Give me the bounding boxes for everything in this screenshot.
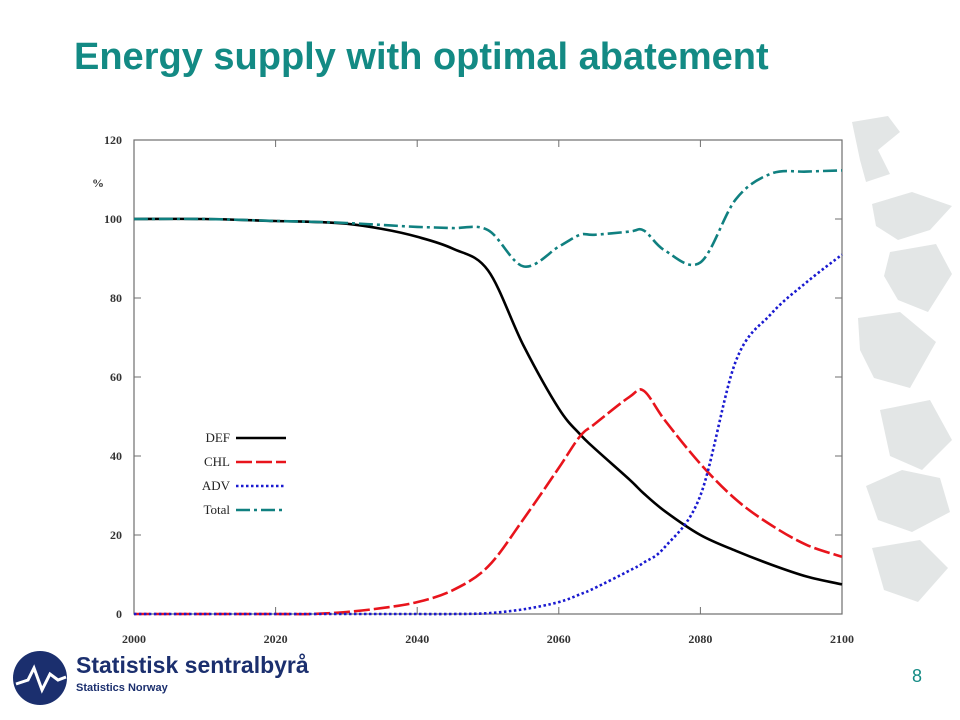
series-line-total <box>133 169 843 268</box>
x-tick-label: 2060 <box>547 632 571 646</box>
x-tick-label: 2100 <box>830 632 854 646</box>
x-tick-label: 2000 <box>122 632 146 646</box>
x-tick-label: 2080 <box>688 632 712 646</box>
ssb-logo: Statistisk sentralbyrå Statistics Norway <box>12 650 312 710</box>
y-tick-label: 20 <box>110 528 122 542</box>
ssb-logo-icon <box>13 651 67 705</box>
legend-label-adv: ADV <box>202 478 231 493</box>
y-tick-label: 40 <box>110 449 122 463</box>
background-decoration <box>852 116 952 602</box>
plot-area <box>133 139 843 615</box>
y-tick-label: 0 <box>116 607 122 621</box>
page-number: 8 <box>912 666 923 686</box>
y-axis-label: % <box>92 176 104 190</box>
y-tick-label: 100 <box>104 212 122 226</box>
series-lines <box>133 169 843 616</box>
series-line-chl <box>133 388 843 616</box>
legend: DEF CHL ADV Total <box>202 430 286 517</box>
legend-label-chl: CHL <box>204 454 230 469</box>
y-tick-label: 60 <box>110 370 122 384</box>
logo-subtitle: Statistics Norway <box>76 682 168 694</box>
x-tick-label: 2020 <box>264 632 288 646</box>
y-tick-label: 120 <box>104 133 122 147</box>
slide-title: Energy supply with optimal abatement <box>74 36 769 78</box>
x-axis: 2000 2020 2040 2060 2080 2100 <box>122 140 854 646</box>
y-axis: 0 20 40 60 80 100 120 <box>104 133 842 621</box>
legend-label-total: Total <box>203 502 230 517</box>
logo-name: Statistisk sentralbyrå <box>76 652 309 678</box>
series-line-adv <box>133 253 843 616</box>
legend-label-def: DEF <box>205 430 230 445</box>
y-tick-label: 80 <box>110 291 122 305</box>
x-tick-label: 2040 <box>405 632 429 646</box>
